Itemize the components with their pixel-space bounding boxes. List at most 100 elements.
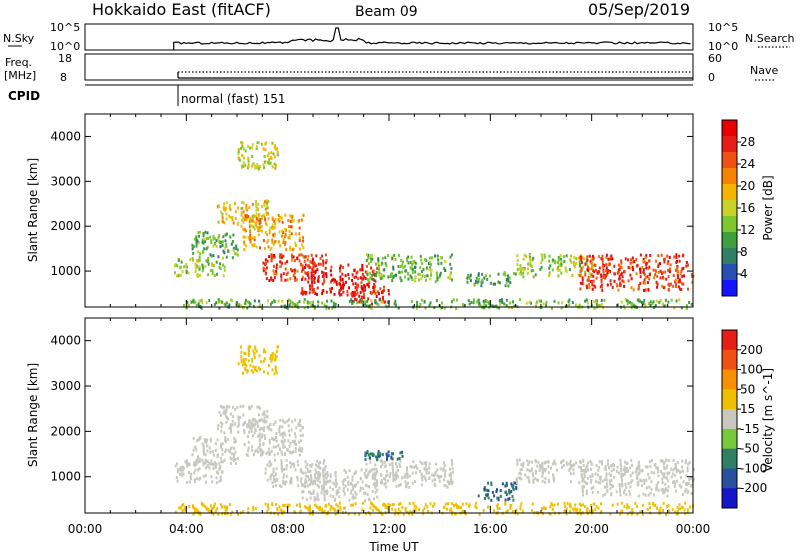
echo-cell bbox=[593, 270, 596, 274]
echo-cell bbox=[419, 266, 422, 269]
echo-cell bbox=[529, 257, 532, 261]
echo-cell bbox=[286, 448, 288, 452]
echo-cell bbox=[670, 475, 673, 479]
echo-cell bbox=[664, 298, 667, 302]
echo-cell bbox=[224, 508, 227, 512]
echo-cell bbox=[242, 510, 245, 514]
echo-cell bbox=[333, 497, 336, 501]
echo-cell bbox=[619, 281, 622, 285]
echo-cell bbox=[240, 350, 243, 354]
echo-cell bbox=[202, 463, 205, 467]
echo-cell bbox=[451, 480, 454, 484]
echo-cell bbox=[299, 429, 302, 432]
echo-cell bbox=[426, 274, 429, 278]
echo-cell bbox=[553, 461, 556, 465]
echo-cell bbox=[668, 255, 671, 259]
echo-cell bbox=[582, 257, 585, 261]
echo-cell bbox=[296, 478, 299, 482]
echo-cell bbox=[557, 274, 560, 278]
echo-cell bbox=[264, 272, 267, 276]
echo-cell bbox=[667, 275, 670, 278]
echo-cell bbox=[600, 278, 603, 282]
echo-cell bbox=[586, 286, 589, 290]
echo-cell bbox=[249, 302, 252, 306]
echo-cell bbox=[391, 462, 394, 466]
echo-cell bbox=[404, 506, 407, 510]
echo-cell bbox=[493, 509, 496, 513]
echo-cell bbox=[187, 462, 190, 465]
echo-cell bbox=[687, 462, 690, 466]
echo-cell bbox=[274, 437, 276, 441]
echo-cell bbox=[387, 289, 390, 292]
echo-cell bbox=[604, 276, 607, 280]
echo-cell bbox=[258, 222, 261, 225]
echo-cell bbox=[324, 472, 327, 476]
echo-cell bbox=[339, 284, 342, 288]
echo-cell bbox=[442, 461, 445, 465]
echo-cell bbox=[284, 433, 287, 437]
echo-cell bbox=[255, 208, 258, 212]
echo-cell bbox=[570, 254, 572, 258]
echo-cell bbox=[582, 459, 585, 463]
echo-cell bbox=[186, 464, 189, 468]
echo-cell bbox=[282, 442, 284, 446]
echo-cell bbox=[553, 459, 556, 463]
echo-cell bbox=[557, 256, 560, 260]
echo-cell bbox=[287, 424, 290, 428]
echo-cell bbox=[384, 262, 387, 266]
velocity-echoes bbox=[174, 345, 695, 516]
echo-cell bbox=[438, 479, 441, 483]
echo-cell bbox=[269, 451, 272, 455]
echo-cell bbox=[272, 233, 275, 237]
colorbar-swatch bbox=[722, 200, 737, 217]
echo-cell bbox=[581, 282, 584, 286]
echo-cell bbox=[279, 433, 282, 437]
y-tick-label: 2000 bbox=[50, 219, 81, 233]
echo-cell bbox=[316, 292, 318, 296]
echo-cell bbox=[281, 261, 283, 265]
echo-cell bbox=[354, 502, 357, 506]
echo-cell bbox=[392, 275, 395, 278]
echo-cell bbox=[585, 482, 588, 486]
echo-cell bbox=[329, 473, 332, 477]
echo-cell bbox=[224, 209, 227, 212]
echo-cell bbox=[639, 478, 642, 482]
echo-cell bbox=[257, 424, 260, 428]
echo-cell bbox=[333, 482, 336, 486]
echo-cell bbox=[227, 448, 230, 452]
echo-cell bbox=[678, 278, 681, 282]
echo-cell bbox=[339, 275, 342, 279]
echo-cell bbox=[676, 269, 679, 273]
echo-cell bbox=[373, 471, 376, 475]
echo-cell bbox=[290, 300, 293, 304]
echo-cell bbox=[466, 280, 469, 284]
echo-cell bbox=[544, 507, 547, 510]
echo-cell bbox=[615, 490, 618, 494]
echo-cell bbox=[257, 366, 260, 370]
echo-cell bbox=[237, 415, 240, 419]
echo-cell bbox=[225, 507, 228, 511]
echo-cell bbox=[393, 253, 396, 257]
echo-cell bbox=[434, 470, 437, 474]
echo-cell bbox=[590, 462, 593, 466]
echo-cell bbox=[424, 274, 427, 278]
echo-cell bbox=[381, 300, 384, 304]
echo-cell bbox=[317, 279, 320, 283]
echo-cell bbox=[225, 410, 227, 414]
echo-cell bbox=[241, 206, 244, 210]
echo-cell bbox=[232, 415, 234, 419]
echo-cell bbox=[273, 220, 276, 223]
echo-cell bbox=[311, 302, 314, 306]
echo-cell bbox=[350, 482, 353, 486]
echo-cell bbox=[372, 482, 375, 486]
echo-cell bbox=[581, 255, 584, 259]
echo-cell bbox=[222, 256, 224, 260]
echo-cell bbox=[605, 263, 608, 267]
echo-cell bbox=[252, 365, 255, 369]
echo-cell bbox=[280, 509, 283, 513]
echo-cell bbox=[361, 508, 364, 512]
echo-cell bbox=[345, 280, 347, 284]
echo-cell bbox=[263, 420, 266, 424]
echo-cell bbox=[284, 267, 287, 271]
echo-cell bbox=[223, 221, 226, 225]
